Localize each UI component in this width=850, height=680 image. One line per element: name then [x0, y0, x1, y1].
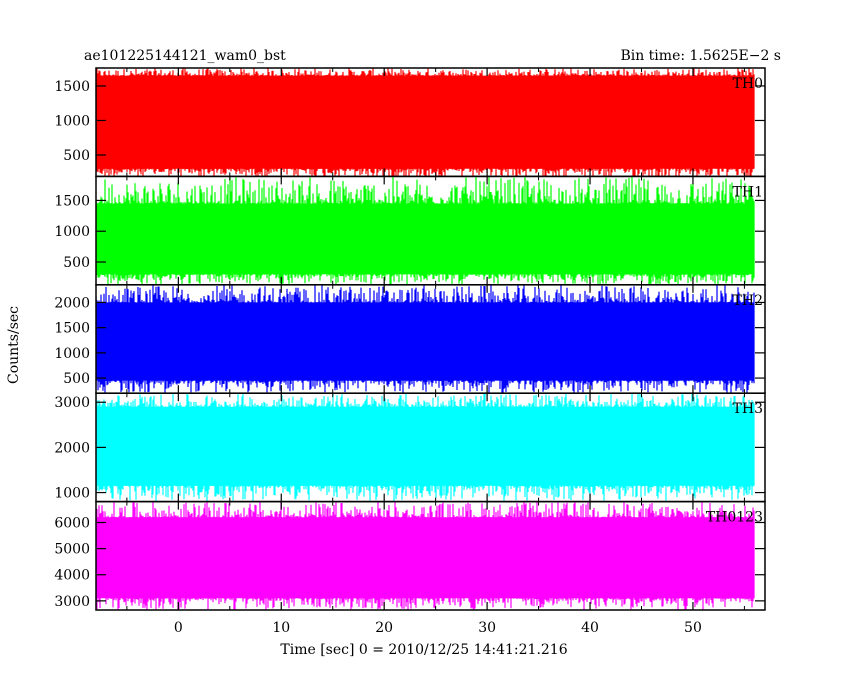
- y-axis-label: Counts/sec: [6, 306, 22, 384]
- x-axis-label: Time [sec] 0 = 2010/12/25 14:41:21.216: [280, 642, 567, 658]
- y-tick-label: 1000: [54, 113, 90, 129]
- x-tick-label: 20: [375, 620, 393, 636]
- series-label-th0123: TH0123: [706, 510, 763, 526]
- y-tick-label: 5000: [54, 542, 90, 558]
- panel-th1: 500 1000 1500 TH1: [54, 175, 766, 286]
- series-label-th2: TH2: [733, 293, 763, 309]
- series-label-th3: TH3: [733, 401, 763, 417]
- series-th3: [96, 393, 755, 502]
- series-th1: [96, 176, 755, 285]
- series-th0123: [96, 501, 755, 610]
- series-label-th0: TH0: [733, 76, 763, 92]
- panel-frame: [95, 500, 766, 611]
- panel-th2: 500 1000 1500 2000 TH2: [54, 284, 766, 394]
- panel-th0123: 3000 4000 5000 6000 TH0123: [54, 500, 766, 611]
- series-th2: [96, 284, 755, 394]
- y-tick-label: 500: [63, 371, 90, 387]
- chart-title-left: ae101225144121_wam0_bst: [84, 48, 286, 64]
- y-tick-label: 500: [63, 255, 90, 271]
- y-tick-label: 1500: [54, 193, 90, 209]
- y-tick-label: 1500: [54, 321, 90, 337]
- y-tick-label: 2000: [54, 295, 90, 311]
- x-tick-label: 40: [581, 620, 599, 636]
- y-tick-label: 6000: [54, 515, 90, 531]
- panel-th3: 1000 2000 3000 TH3: [54, 392, 766, 503]
- y-tick-label: 1500: [54, 79, 90, 95]
- y-tick-label: 4000: [54, 568, 90, 584]
- y-tick-label: 1000: [54, 346, 90, 362]
- series-th0: [96, 68, 755, 177]
- chart-title-right: Bin time: 1.5625E−2 s: [620, 48, 781, 64]
- y-tick-label: 3000: [54, 395, 90, 411]
- y-tick-label: 1000: [54, 486, 90, 502]
- y-tick-label: 1000: [54, 224, 90, 240]
- x-tick-label: 30: [478, 620, 496, 636]
- series-label-th1: TH1: [733, 184, 763, 200]
- x-tick-label: 10: [272, 620, 290, 636]
- x-tick-label: 0: [174, 620, 183, 636]
- y-tick-label: 3000: [54, 594, 90, 610]
- panel-th0: 500 1000 1500 TH0: [54, 67, 766, 178]
- x-tick-label: 50: [684, 620, 702, 636]
- y-tick-label: 500: [63, 148, 90, 164]
- y-tick-label: 2000: [54, 440, 90, 456]
